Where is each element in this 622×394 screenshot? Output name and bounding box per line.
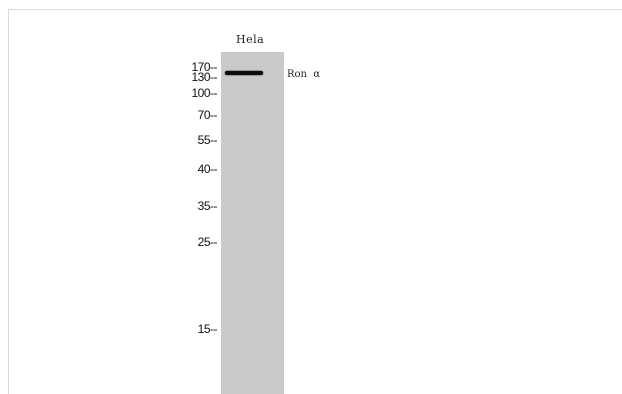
protein-band	[225, 71, 263, 75]
marker-35: 35--	[197, 199, 218, 213]
marker-55: 55--	[197, 133, 218, 147]
frame-top-border	[8, 9, 622, 10]
band-label: Ron α	[287, 69, 321, 80]
marker-25: 25--	[197, 235, 218, 249]
marker-15: 15--	[197, 322, 218, 336]
marker-40: 40--	[197, 162, 218, 176]
blot-lane	[221, 52, 284, 394]
marker-170: 170--	[191, 60, 217, 74]
lane-label: Hela	[236, 33, 265, 46]
marker-130: 130--	[191, 70, 217, 84]
marker-100: 100--	[191, 86, 217, 100]
marker-70: 70--	[197, 108, 218, 122]
frame-left-border	[8, 9, 9, 394]
